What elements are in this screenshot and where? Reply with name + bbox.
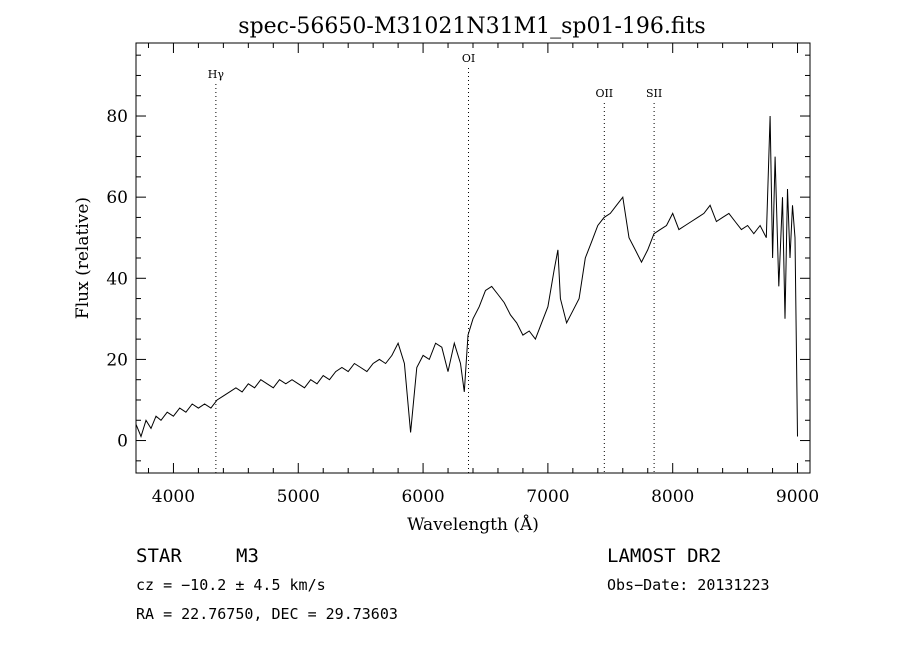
x-tick-label: 5000 xyxy=(277,487,320,507)
redshift-info: cz = −10.2 ± 4.5 km/s xyxy=(136,576,326,594)
survey-name: LAMOST DR2 xyxy=(607,545,721,567)
y-tick-label: 40 xyxy=(106,269,128,289)
x-tick-label: 8000 xyxy=(651,487,694,507)
chart-title: spec-56650-M31021N31M1_sp01-196.fits xyxy=(238,14,705,39)
x-tick-label: 4000 xyxy=(152,487,195,507)
y-tick-label: 80 xyxy=(106,107,128,127)
object-type: STAR xyxy=(136,545,182,567)
y-tick-label: 20 xyxy=(106,350,128,370)
spectral-lines: Hγ OI OII SII xyxy=(208,52,662,473)
spectral-line-label: OII xyxy=(595,87,613,100)
spectral-line-label: SII xyxy=(646,87,662,100)
plot-frame xyxy=(135,42,811,474)
y-tick-label: 0 xyxy=(117,432,128,452)
y-axis-label: Flux (relative) xyxy=(73,197,93,319)
x-tick-label: 9000 xyxy=(776,487,819,507)
axis-ticks xyxy=(136,43,810,473)
x-axis-label: Wavelength (Å) xyxy=(407,514,539,535)
y-tick-label: 60 xyxy=(106,188,128,208)
spectral-line-label: Hγ xyxy=(208,68,225,81)
observation-date: Obs−Date: 20131223 xyxy=(607,576,770,594)
x-tick-labels: 4000 5000 6000 7000 8000 9000 xyxy=(152,487,819,507)
object-subclass: M3 xyxy=(236,545,259,567)
x-tick-label: 6000 xyxy=(401,487,444,507)
y-tick-labels: 0 20 40 60 80 xyxy=(106,107,128,452)
spectral-line-label: OI xyxy=(462,52,475,65)
coordinates: RA = 22.76750, DEC = 29.73603 xyxy=(136,605,398,623)
spectrum-line xyxy=(135,115,798,438)
x-tick-label: 7000 xyxy=(526,487,569,507)
